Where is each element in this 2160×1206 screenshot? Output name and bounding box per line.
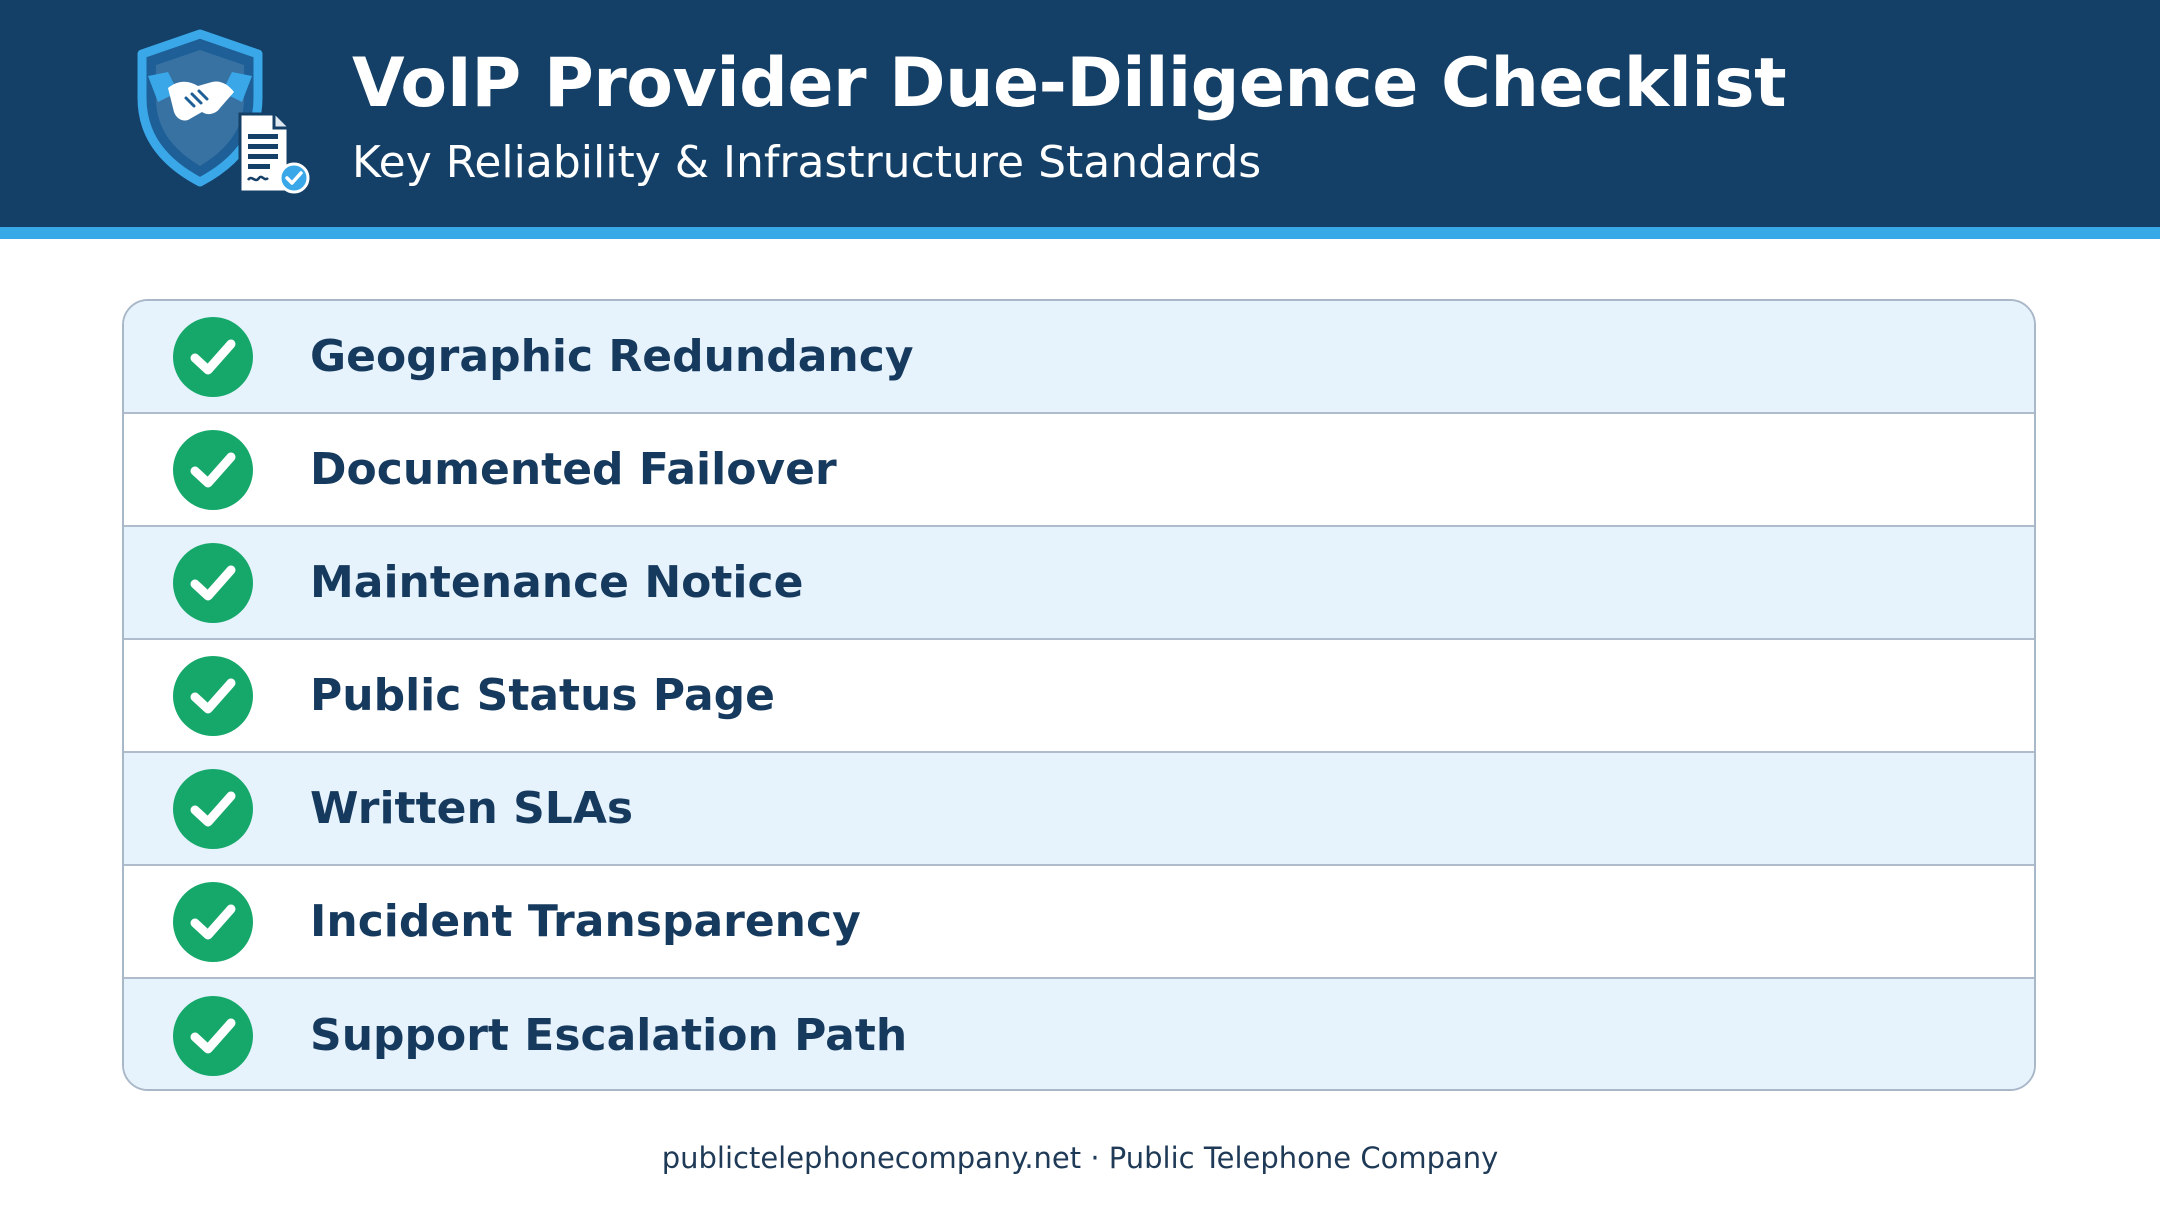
header-accent-stripe <box>0 227 2160 239</box>
checklist-item-incident-transparency: Incident Transparency <box>124 866 2034 979</box>
green-check-circle-icon <box>173 316 253 397</box>
checklist-item-maintenance-notice: Maintenance Notice <box>124 527 2034 640</box>
green-check-circle-icon <box>173 542 253 623</box>
shield-handshake-document-icon <box>137 29 310 194</box>
footer-credit: publictelephonecompany.net · Public Tele… <box>661 1141 1499 1175</box>
checklist-item-label: Documented Failover <box>310 444 837 495</box>
header-banner: VoIP Provider Due-Diligence Checklist Ke… <box>0 0 2160 227</box>
green-check-circle-icon <box>173 881 253 962</box>
page-subtitle: Key Reliability & Infrastructure Standar… <box>352 137 1262 188</box>
checklist-item-written-slas: Written SLAs <box>124 753 2034 866</box>
page-title: VoIP Provider Due-Diligence Checklist <box>352 44 1787 123</box>
checklist-item-label: Maintenance Notice <box>310 557 804 608</box>
checklist: Geographic Redundancy Documented Failove… <box>122 299 2036 1091</box>
checklist-item-label: Geographic Redundancy <box>310 331 914 382</box>
green-check-circle-icon <box>173 995 253 1076</box>
checklist-item-label: Public Status Page <box>310 670 776 721</box>
checklist-item-label: Written SLAs <box>310 783 634 834</box>
green-check-circle-icon <box>173 429 253 510</box>
checklist-item-label: Incident Transparency <box>310 896 861 947</box>
checklist-item-geographic-redundancy: Geographic Redundancy <box>124 301 2034 414</box>
checklist-item-support-escalation-path: Support Escalation Path <box>124 979 2034 1089</box>
checklist-item-public-status-page: Public Status Page <box>124 640 2034 753</box>
green-check-circle-icon <box>173 768 253 849</box>
checklist-item-label: Support Escalation Path <box>310 1010 908 1061</box>
checklist-item-documented-failover: Documented Failover <box>124 414 2034 527</box>
green-check-circle-icon <box>173 655 253 736</box>
